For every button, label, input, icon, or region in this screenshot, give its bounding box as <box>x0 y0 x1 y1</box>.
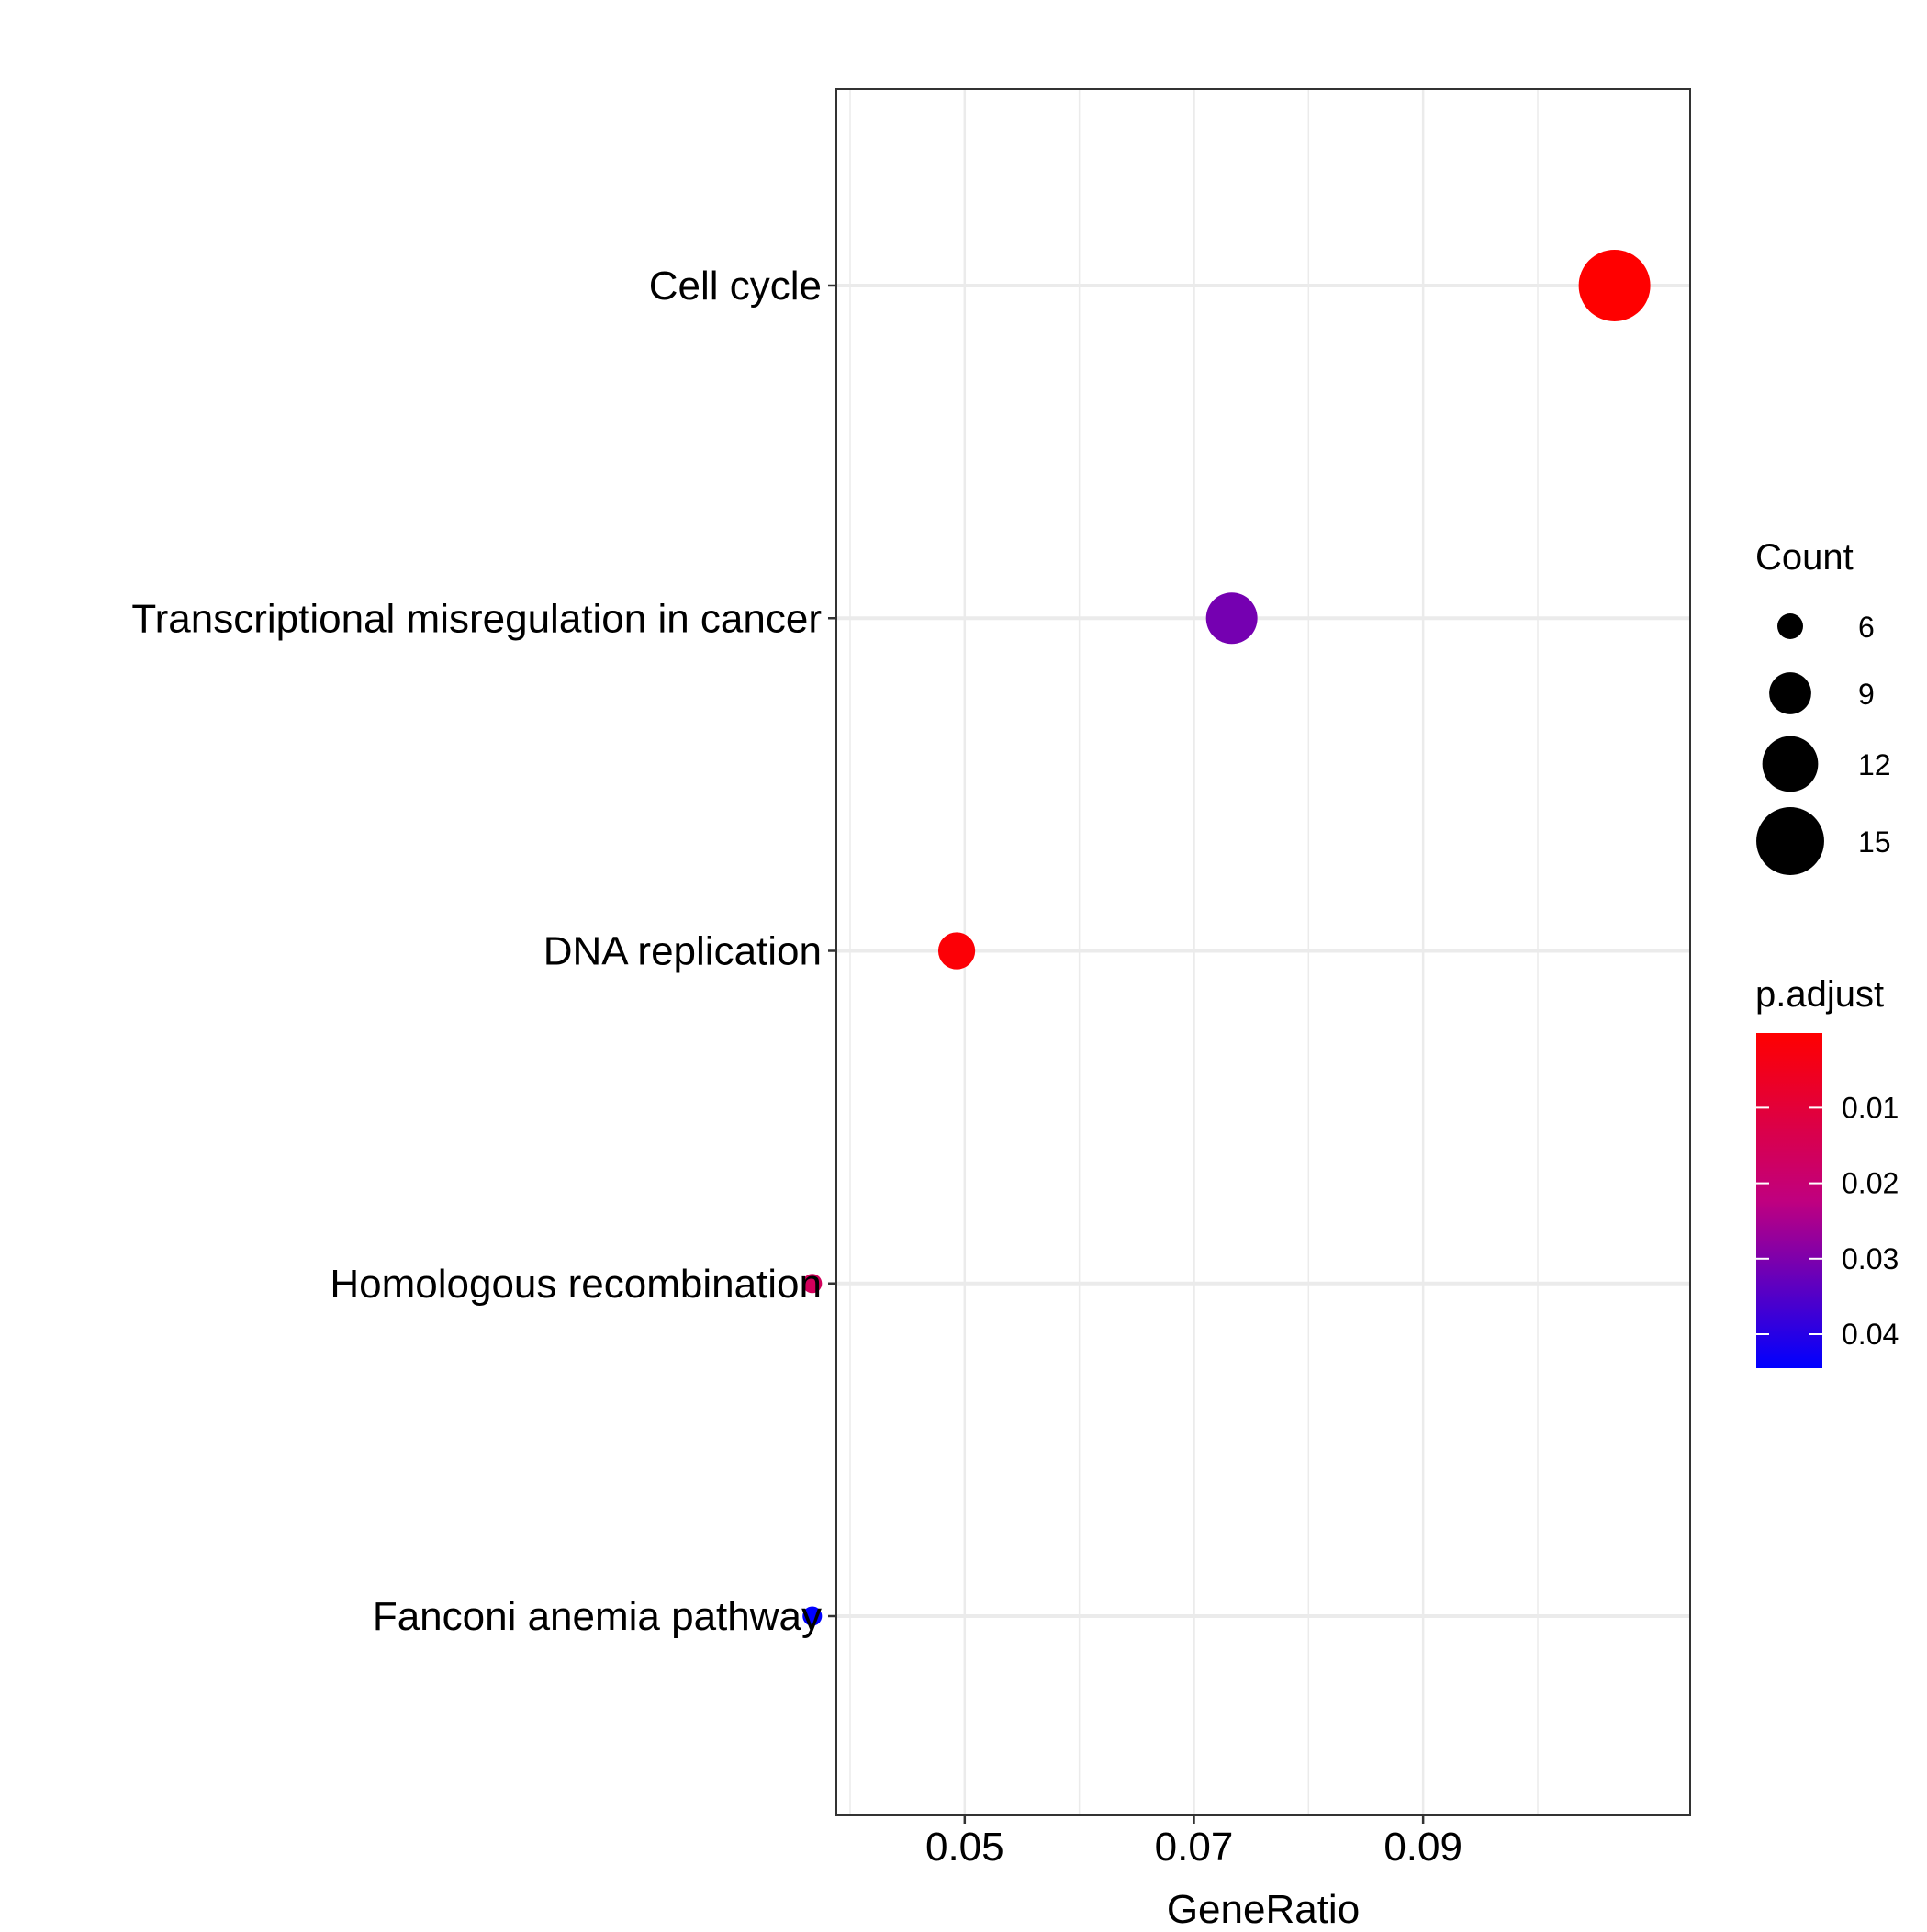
data-point <box>802 1606 823 1626</box>
x-tick-label: 0.07 <box>1155 1825 1234 1870</box>
padjust-legend-ticks: 0.01 0.02 0.03 0.04 <box>1756 1091 1899 1351</box>
padjust-legend: p.adjust 0.01 0.02 0.03 0.04 <box>1755 974 1899 1368</box>
padjust-tick-label: 0.04 <box>1842 1318 1899 1351</box>
y-tick-label: Transcriptional misregulation in cancer <box>131 596 822 641</box>
count-legend-key <box>1777 613 1803 639</box>
padjust-tick-label: 0.01 <box>1842 1091 1899 1124</box>
data-point <box>937 932 976 970</box>
count-legend-label: 12 <box>1858 748 1891 781</box>
x-tick-label: 0.09 <box>1384 1825 1462 1870</box>
y-tick-label: DNA replication <box>543 929 822 974</box>
data-point <box>1578 250 1651 321</box>
y-tick-label: Cell cycle <box>649 264 822 309</box>
data-point <box>1205 592 1258 645</box>
count-legend: Count 6 9 12 15 <box>1755 537 1891 875</box>
count-legend-keys: 6 9 12 15 <box>1756 611 1891 875</box>
count-legend-label: 6 <box>1858 611 1875 644</box>
y-tick-label: Homologous recombination <box>330 1262 822 1307</box>
major-y-gridlines <box>836 284 1690 1618</box>
count-legend-label: 9 <box>1858 678 1875 711</box>
count-legend-label: 15 <box>1858 826 1891 859</box>
x-axis: 0.05 0.07 0.09 <box>925 1815 1462 1870</box>
count-legend-key <box>1762 736 1819 792</box>
padjust-tick-label: 0.02 <box>1842 1167 1899 1200</box>
panel-border <box>835 88 1691 1816</box>
count-legend-key <box>1756 807 1824 875</box>
count-legend-key <box>1769 672 1811 714</box>
x-axis-title: GeneRatio <box>1167 1887 1360 1927</box>
padjust-legend-title: p.adjust <box>1755 974 1884 1015</box>
count-legend-title: Count <box>1755 537 1854 578</box>
padjust-tick-label: 0.03 <box>1842 1242 1899 1275</box>
padjust-colorbar <box>1756 1033 1822 1368</box>
plot-panel <box>802 88 1691 1816</box>
x-tick-label: 0.05 <box>925 1825 1004 1870</box>
y-axis: Cell cycle Transcriptional misregulation … <box>131 264 836 1639</box>
y-tick-label: Fanconi anemia pathway <box>373 1594 822 1639</box>
data-point <box>802 1274 823 1294</box>
data-points <box>802 250 1651 1626</box>
